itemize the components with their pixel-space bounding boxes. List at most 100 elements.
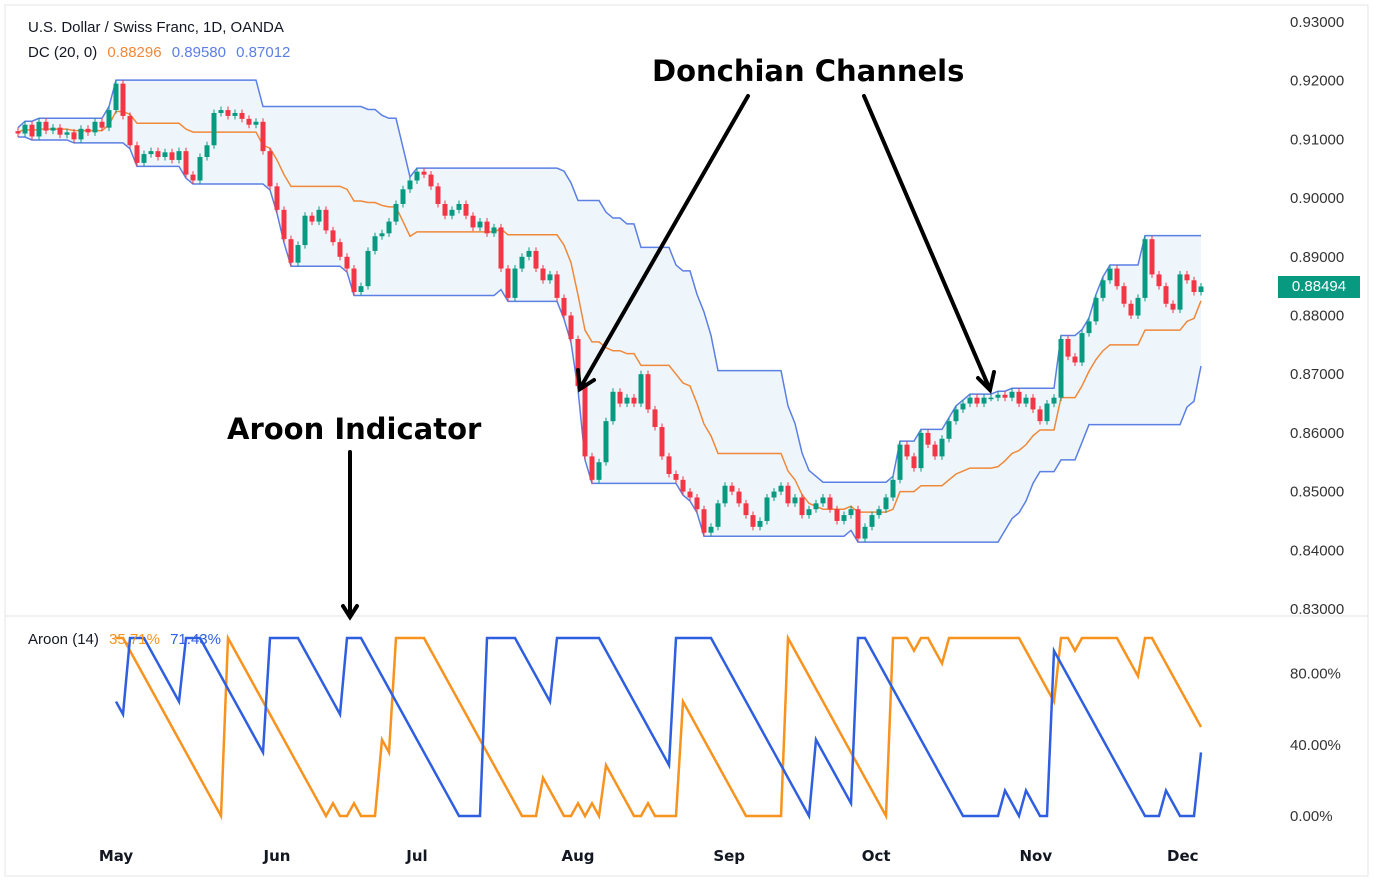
- candle: [197, 153, 203, 185]
- candle-body: [29, 124, 35, 137]
- candle-body: [904, 444, 910, 457]
- candle: [841, 511, 847, 525]
- candle-body: [1107, 268, 1113, 281]
- candle-body: [155, 151, 161, 158]
- aroon-label: Aroon (14): [28, 631, 99, 648]
- dc-fill: [18, 80, 1201, 543]
- candle-body: [456, 203, 462, 210]
- candle-body: [561, 297, 567, 316]
- candle: [1058, 335, 1064, 402]
- candle-body: [22, 124, 28, 134]
- candle-body: [1114, 268, 1120, 287]
- candle: [1016, 388, 1022, 408]
- candle-body: [911, 456, 917, 469]
- candle: [904, 441, 910, 460]
- chart-border: [4, 4, 1369, 877]
- candle: [1135, 294, 1141, 320]
- candle-body: [862, 526, 868, 539]
- aroon-down-value: 71.43%: [170, 631, 221, 648]
- candle-body: [330, 230, 336, 243]
- candle: [106, 106, 112, 132]
- candle-body: [743, 503, 749, 516]
- candle: [785, 482, 791, 507]
- candle-body: [71, 132, 77, 140]
- candle: [22, 121, 28, 138]
- candle: [512, 265, 518, 302]
- candle: [414, 168, 420, 185]
- candle: [463, 200, 469, 220]
- candle: [505, 265, 511, 302]
- candle: [141, 150, 147, 167]
- candle-body: [288, 239, 294, 263]
- candle: [869, 511, 875, 531]
- candle-body: [162, 152, 168, 158]
- candle-body: [295, 245, 301, 263]
- candle-body: [974, 397, 980, 404]
- price-tick-label: 0.91000: [1290, 131, 1344, 148]
- candle: [372, 232, 378, 255]
- candle-body: [141, 154, 147, 163]
- candle-body: [918, 432, 924, 469]
- candle-body: [764, 497, 770, 521]
- aroon-down-line: [114, 636, 1203, 821]
- candle: [1184, 270, 1190, 284]
- candle-body: [512, 268, 518, 298]
- candle: [1107, 265, 1113, 284]
- candle: [1051, 394, 1057, 408]
- candle-body: [449, 209, 455, 216]
- candle: [113, 80, 119, 114]
- candle-body: [750, 515, 756, 527]
- candle: [645, 370, 651, 413]
- candle: [407, 176, 413, 193]
- candle-body: [652, 409, 658, 428]
- candle: [302, 212, 308, 249]
- candle: [330, 226, 336, 246]
- candle-body: [778, 485, 784, 492]
- candle: [589, 452, 595, 484]
- annotation-arrows: [341, 94, 996, 621]
- candle: [666, 452, 672, 478]
- candle-body: [540, 268, 546, 281]
- month-tick-label: Sep: [713, 847, 745, 865]
- candle-body: [1170, 303, 1176, 310]
- dc-upper-value: 0.89580: [171, 44, 226, 61]
- candle-body: [813, 503, 819, 510]
- candle: [855, 505, 861, 543]
- candle: [309, 212, 315, 226]
- candle-body: [351, 268, 357, 293]
- candle: [288, 235, 294, 267]
- candle-body: [1016, 391, 1022, 404]
- candle: [995, 391, 1001, 402]
- candle: [134, 141, 140, 167]
- candle-body: [211, 112, 217, 146]
- candle: [204, 141, 210, 161]
- candle: [533, 247, 539, 273]
- candle: [848, 505, 854, 519]
- candle: [449, 206, 455, 220]
- candle-body: [701, 509, 707, 533]
- candle-body: [1163, 286, 1169, 304]
- candle-body: [204, 145, 210, 158]
- candle: [701, 505, 707, 537]
- candle: [1170, 300, 1176, 314]
- candle-body: [1023, 397, 1029, 404]
- candle-body: [519, 256, 525, 269]
- price-tick-label: 0.87000: [1290, 366, 1344, 383]
- candle-body: [386, 221, 392, 234]
- candle: [778, 482, 784, 496]
- arrow-donchian-right: [862, 94, 990, 387]
- candle: [918, 429, 924, 472]
- candle-body: [1002, 394, 1008, 398]
- candle: [736, 488, 742, 507]
- candle: [316, 206, 322, 226]
- candle-body: [267, 151, 273, 187]
- candle: [827, 493, 833, 513]
- candle: [1128, 300, 1134, 320]
- price-tick-label: 0.88000: [1290, 308, 1344, 325]
- candle-body: [64, 132, 70, 135]
- candle: [428, 171, 434, 190]
- candle-body: [694, 497, 700, 510]
- candle-body: [218, 110, 224, 113]
- candle: [568, 311, 574, 343]
- candle: [988, 394, 994, 402]
